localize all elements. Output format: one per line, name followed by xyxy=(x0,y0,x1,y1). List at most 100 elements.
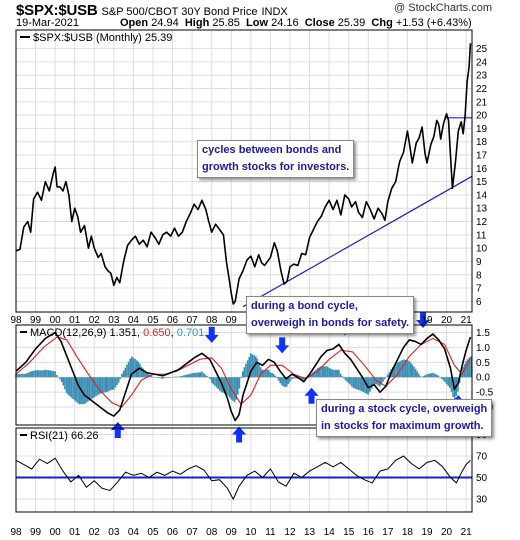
macd-histogram-bar xyxy=(450,377,453,392)
macd-histogram-bar xyxy=(82,377,84,405)
reference-lines xyxy=(16,117,473,479)
rsi-tick-label: 50 xyxy=(476,473,488,484)
macd-histogram-bar xyxy=(41,370,43,378)
macd-histogram-bar xyxy=(93,377,96,398)
low-value: 24.16 xyxy=(271,17,299,29)
macd-histogram-bar xyxy=(406,360,409,378)
macd-histogram-bar xyxy=(395,363,397,378)
up-arrow-icon xyxy=(304,387,319,404)
macd-histogram-bar xyxy=(20,374,22,378)
macd-histogram-bar xyxy=(127,361,130,378)
macd-histogram-bar xyxy=(139,363,141,378)
macd-histogram-bar xyxy=(439,377,441,378)
macd-histogram-bar xyxy=(46,370,48,378)
macd-histogram-bar xyxy=(29,371,32,378)
macd-legend-part: 0.650 xyxy=(143,327,171,339)
rsi-panel-frame xyxy=(15,427,473,513)
annotation-stock-cycle: during a stock cycle, overweigh in stock… xyxy=(316,399,493,437)
up-arrow-icon xyxy=(110,422,125,439)
macd-tick-label: 0.0 xyxy=(476,373,490,384)
macd-histogram-bar xyxy=(98,377,100,395)
macd-histogram-bar xyxy=(256,358,259,378)
macd-histogram-bar xyxy=(181,375,184,378)
macd-line xyxy=(15,331,472,422)
price-tick-label: 12 xyxy=(476,217,488,228)
year-tick-label: 05 xyxy=(147,315,159,326)
macd-histogram-bar xyxy=(113,377,115,390)
macd-histogram-bar xyxy=(106,377,109,392)
brand-watermark: @ StockCharts.com xyxy=(394,2,492,14)
macd-histogram-bar xyxy=(276,377,278,379)
price-tick-label: 25 xyxy=(476,44,488,55)
macd-histogram-bar xyxy=(31,371,34,378)
macd-histogram-bar xyxy=(109,377,112,391)
macd-histogram-bar xyxy=(60,377,63,382)
macd-histogram-bar xyxy=(91,377,94,399)
macd-histogram-bar xyxy=(285,377,288,387)
chart-symbol: $SPX:$USB xyxy=(16,2,98,19)
rsi-legend-part: RSI(21) 66.26 xyxy=(30,430,98,442)
macd-histogram-bar xyxy=(124,367,127,378)
macd-histogram-bar xyxy=(57,377,60,378)
year-tick-label: 19 xyxy=(421,527,433,538)
macd-histogram-bar xyxy=(135,360,138,378)
year-tick-label: 00 xyxy=(50,527,62,538)
macd-histogram-bar xyxy=(372,377,374,386)
macd-histogram-bar xyxy=(75,377,78,402)
macd-histogram-bar xyxy=(449,377,451,388)
macd-legend-part: 1.351, xyxy=(109,327,143,339)
macd-histogram-bar xyxy=(227,377,229,396)
macd-histogram-bar xyxy=(413,366,415,378)
macd-histogram-bar xyxy=(168,377,171,378)
year-tick-label: 99 xyxy=(30,527,42,538)
price-tick-label: 13 xyxy=(476,204,488,215)
price-tick-label: 15 xyxy=(476,177,488,188)
macd-histogram-bar xyxy=(201,371,203,378)
macd-histogram-bar xyxy=(382,377,384,383)
macd-histogram-bar xyxy=(24,373,27,378)
macd-histogram-bar xyxy=(357,377,360,390)
macd-histogram-bar xyxy=(219,377,221,391)
macd-histogram-bar xyxy=(33,370,35,378)
price-tick-label: 14 xyxy=(476,190,488,201)
close-label: Close xyxy=(304,17,335,29)
price-tick-label: 10 xyxy=(476,244,488,255)
year-tick-label: 02 xyxy=(89,315,101,326)
macd-histogram-bar xyxy=(369,377,371,392)
macd-histogram-bar xyxy=(52,371,55,378)
macd-histogram-bar xyxy=(289,377,291,382)
open-label: Open xyxy=(120,17,149,29)
year-tick-label: 06 xyxy=(167,315,179,326)
macd-tick-label: 1.5 xyxy=(476,328,490,339)
macd-histogram-bar xyxy=(248,356,251,378)
macd-histogram-bar xyxy=(206,375,208,378)
macd-histogram-bar xyxy=(166,377,169,378)
year-tick-label: 09 xyxy=(226,527,238,538)
macd-histogram-bar xyxy=(435,374,438,378)
macd-histogram-bar xyxy=(176,376,179,378)
macd-histogram-bar xyxy=(465,361,467,378)
macd-histogram-bar xyxy=(142,368,145,378)
macd-histogram-bar xyxy=(326,366,329,378)
macd-histogram-bar xyxy=(419,376,422,378)
macd-histogram-bar xyxy=(318,367,321,378)
macd-histogram-bar xyxy=(328,367,330,378)
macd-histogram-bar xyxy=(158,377,161,379)
annotation-stock-line-2: in stocks for maximum growth. xyxy=(321,420,484,432)
macd-histogram-bar xyxy=(65,377,68,393)
macd-histogram-bar xyxy=(432,373,435,378)
year-tick-label: 04 xyxy=(128,527,140,538)
macd-legend-part: 0.701 xyxy=(177,327,205,339)
year-tick-label: 02 xyxy=(89,527,101,538)
year-tick-label: 07 xyxy=(187,315,199,326)
macd-histogram-bar xyxy=(282,377,285,387)
year-tick-label: 18 xyxy=(402,527,414,538)
macd-histogram-bar xyxy=(323,366,326,378)
macd-histogram-bar xyxy=(254,356,257,378)
macd-histogram-bar xyxy=(90,377,92,400)
macd-histogram-bar xyxy=(313,370,316,378)
macd-histogram-bar xyxy=(347,377,350,384)
macd-histogram-bar xyxy=(333,369,335,378)
year-tick-label: 01 xyxy=(69,315,81,326)
